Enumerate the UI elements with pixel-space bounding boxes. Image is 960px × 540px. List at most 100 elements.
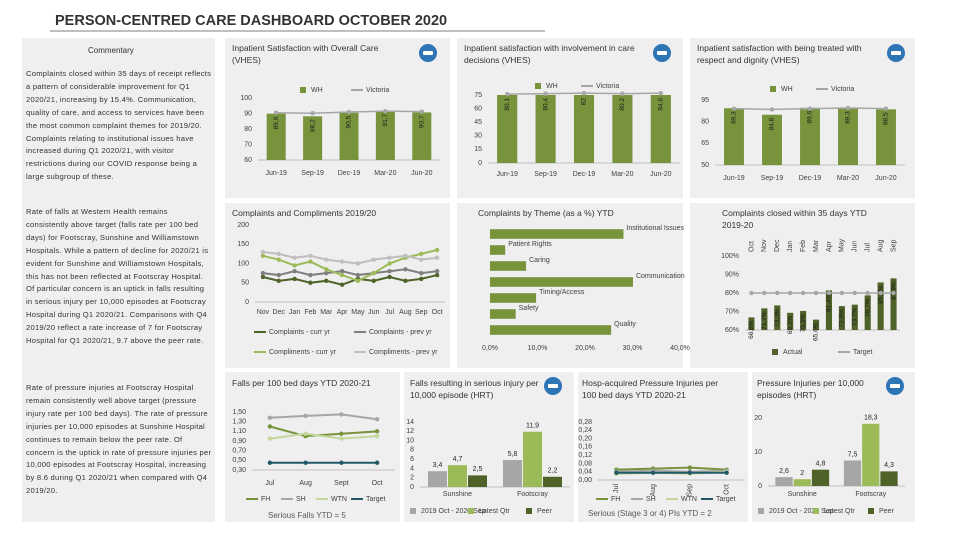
icon-glyph — [548, 384, 558, 388]
point — [813, 290, 819, 296]
y-tick-label: 8 — [410, 447, 414, 454]
panel — [404, 372, 574, 522]
x-tick-label: Aug — [650, 484, 657, 497]
point — [419, 270, 424, 276]
x-tick-label: May — [351, 309, 365, 316]
legend-label: WTN — [331, 496, 347, 503]
y-tick-label: 12 — [406, 428, 414, 435]
bar — [862, 423, 880, 486]
point — [292, 255, 297, 260]
point — [505, 91, 510, 97]
point — [650, 470, 656, 475]
legend-swatch — [813, 508, 819, 514]
legend-label: Peer — [879, 508, 894, 515]
x-tick-label: Mar-20 — [611, 171, 633, 178]
x-tick-label: Jun-19 — [496, 171, 518, 178]
x-tick-label: Jun-20 — [411, 170, 433, 177]
point — [324, 278, 329, 284]
value-label: 65,6% — [813, 322, 820, 341]
x-tick-label: Sep — [415, 309, 428, 316]
legend-swatch — [468, 508, 474, 514]
point — [292, 263, 297, 268]
point — [620, 91, 625, 96]
y-tick-label: 45 — [474, 119, 482, 126]
point — [800, 290, 806, 296]
point — [267, 415, 273, 420]
y-tick-label: 200 — [237, 222, 249, 229]
legend-label: Actual — [783, 349, 803, 356]
bar — [503, 460, 522, 487]
bar — [890, 278, 897, 330]
point — [788, 290, 793, 296]
point — [303, 413, 308, 419]
x-tick-label: Footscray — [517, 491, 548, 498]
point — [339, 436, 344, 441]
point — [292, 276, 297, 282]
legend-label: WH — [311, 87, 323, 94]
point — [374, 460, 380, 465]
y-tick-label: 0,70 — [232, 448, 246, 455]
bar — [775, 477, 793, 486]
x-tick-label: 20,0% — [575, 345, 595, 352]
bar — [774, 305, 781, 330]
legend-label: Latest Qtr — [824, 508, 855, 515]
y-tick-label: 90% — [725, 271, 739, 278]
x-tick-label: Footscray — [855, 491, 886, 498]
y-tick-label: 4 — [410, 465, 414, 472]
panel — [752, 372, 915, 522]
x-tick-label: Nov — [257, 309, 270, 316]
chart-subtitle: Serious (Stage 3 or 4) PIs YTD = 2 — [588, 509, 712, 518]
y-tick-label: 50 — [241, 280, 249, 287]
point — [339, 282, 345, 287]
point — [883, 106, 889, 111]
bar — [877, 282, 884, 330]
value-label: 66,8% — [748, 320, 755, 339]
point — [276, 272, 281, 278]
bar — [880, 471, 898, 486]
value-label: 72,9% — [839, 309, 846, 328]
y-tick-label: 1,30 — [232, 419, 246, 426]
point — [267, 436, 273, 441]
value-label: 89,6 — [807, 110, 814, 123]
x-tick-label: May — [839, 238, 846, 252]
value-label: 18,3 — [864, 415, 878, 422]
y-tick-label: 14 — [406, 419, 414, 426]
y-tick-label: 0,24 — [578, 427, 592, 434]
legend-swatch — [410, 508, 416, 514]
value-label: 81,4% — [826, 293, 833, 312]
x-tick-label: Jun-20 — [875, 175, 897, 182]
point — [274, 110, 279, 115]
y-tick-label: 0,90 — [232, 438, 246, 445]
point — [324, 270, 329, 276]
y-tick-label: 60% — [725, 327, 739, 334]
line — [269, 432, 378, 440]
x-tick-label: Jun — [852, 241, 859, 252]
bar — [448, 465, 467, 487]
x-tick-label: 0,0% — [482, 345, 498, 352]
value-label: 69,3% — [787, 316, 794, 335]
bar — [800, 107, 820, 165]
bar — [812, 319, 820, 330]
icon-glyph — [657, 51, 667, 55]
x-tick-label: Jun-19 — [265, 170, 287, 177]
y-tick-label: 0,28 — [578, 419, 592, 426]
legend-swatch — [300, 87, 306, 93]
value-label: 80,1 — [504, 98, 511, 111]
x-tick-label: 10,0% — [528, 345, 548, 352]
point — [731, 106, 737, 111]
x-tick-label: Sunshine — [788, 491, 817, 498]
y-tick-label: 75 — [474, 92, 482, 99]
point — [658, 90, 663, 96]
legend-label: Peer — [537, 508, 552, 515]
point — [374, 429, 380, 434]
point — [260, 253, 266, 258]
bar — [339, 112, 359, 160]
chart-title: Complaints and Compliments 2019/20 — [232, 208, 377, 218]
x-tick-label: Sep — [687, 484, 694, 497]
value-label: 88,5 — [883, 112, 890, 125]
value-label: 78,7% — [864, 298, 871, 317]
legend-swatch — [758, 508, 764, 514]
x-tick-label: Mar-20 — [374, 170, 396, 177]
legend-label: 2019 Oct - 2020 Sep — [769, 508, 834, 515]
y-tick-label: 0,00 — [578, 477, 592, 484]
